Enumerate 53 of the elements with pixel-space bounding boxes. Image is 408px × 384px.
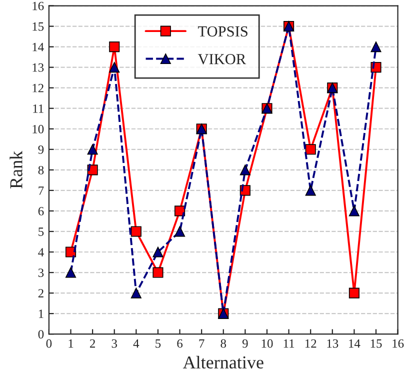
x-tick-label: 8	[220, 339, 226, 348]
y-tick-label: 3	[38, 268, 44, 277]
x-tick-label: 1	[68, 339, 74, 348]
point	[174, 226, 186, 237]
x-tick-label: 15	[370, 339, 382, 348]
y-tick-label: 6	[38, 207, 44, 216]
y-tick-label: 2	[38, 289, 44, 298]
point	[65, 267, 76, 278]
y-tick-label: 7	[38, 186, 44, 195]
point	[87, 144, 98, 155]
legend-label: TOPSIS	[198, 26, 248, 37]
legend-label: VIKOR	[198, 54, 246, 64]
x-tick-label: 2	[90, 339, 95, 348]
point	[370, 42, 382, 52]
point	[152, 267, 164, 278]
y-tick-label: 9	[38, 145, 44, 154]
x-tick-label: 4	[133, 339, 140, 348]
point	[305, 185, 316, 196]
x-tick-label: 10	[262, 339, 273, 348]
y-tick-label: 14	[32, 42, 44, 52]
x-tick-label: 6	[177, 339, 183, 348]
x-tick-label: 0	[46, 339, 52, 348]
x-tick-label: 12	[305, 339, 316, 348]
x-tick-label: 7	[199, 339, 204, 348]
y-tick-label: 5	[38, 228, 44, 236]
point	[305, 144, 316, 155]
y-tick-label: 0	[38, 330, 44, 339]
x-tick-label: 16	[392, 339, 404, 348]
y-tick-label: 12	[32, 84, 44, 92]
y-tick-label: 1	[38, 310, 44, 318]
point	[348, 206, 360, 216]
y-tick-label: 15	[32, 22, 44, 31]
point	[348, 288, 360, 298]
point	[152, 246, 164, 258]
point	[109, 42, 120, 52]
x-tick-label: 14	[349, 339, 360, 348]
y-axis-title: Rank	[10, 150, 22, 188]
y-tick-label: 10	[32, 124, 44, 134]
y-tick-label: 16	[32, 2, 44, 10]
x-axis-title: Alternative	[182, 356, 264, 369]
y-tick-label: 8	[38, 166, 44, 174]
point	[130, 288, 142, 298]
y-tick-label: 11	[33, 104, 44, 113]
point	[240, 164, 250, 176]
x-tick-label: 11	[284, 339, 294, 348]
x-tick-label: 13	[327, 339, 338, 348]
point	[130, 226, 142, 237]
x-tick-label: 3	[112, 339, 118, 348]
x-tick-label: 5	[156, 339, 161, 348]
point	[109, 62, 120, 73]
y-tick-label: 13	[32, 63, 44, 72]
y-tick-label: 4	[38, 248, 44, 256]
x-tick-label: 9	[242, 339, 248, 348]
